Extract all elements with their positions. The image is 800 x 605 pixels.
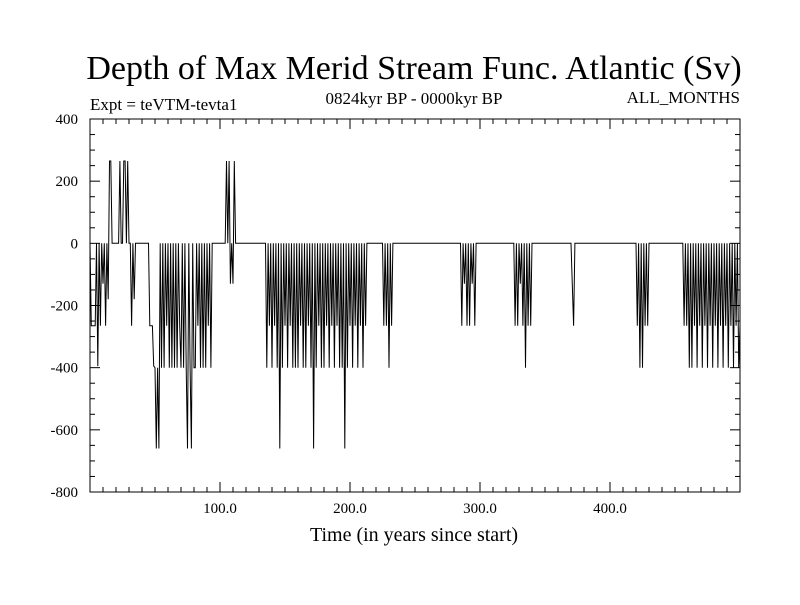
series-line-depth — [89, 160, 741, 449]
y-tick-label: -600 — [51, 423, 79, 439]
y-tick-label: -400 — [51, 361, 79, 377]
months-label: ALL_MONTHS — [627, 88, 740, 107]
x-tick-label: 200.0 — [333, 501, 367, 517]
x-tick-label: 100.0 — [203, 501, 237, 517]
chart-subtitle: 0824kyr BP - 0000kyr BP — [326, 89, 503, 108]
x-axis-ticks: 100.0 200.0 300.0 400.0 — [102, 119, 728, 517]
y-tick-label: 400 — [56, 112, 79, 128]
x-tick-label: 300.0 — [463, 501, 497, 517]
x-axis-label: Time (in years since start) — [310, 524, 518, 546]
y-tick-label: 0 — [71, 236, 79, 252]
y-tick-label: 200 — [56, 174, 79, 190]
experiment-label: Expt = teVTM-tevta1 — [90, 95, 237, 114]
y-tick-label: -800 — [51, 485, 79, 501]
data-series — [89, 160, 741, 449]
chart-title: Depth of Max Merid Stream Func. Atlantic… — [86, 50, 741, 87]
y-axis-ticks: 400 200 0 -200 -400 -600 -800 — [51, 112, 740, 501]
x-tick-label: 400.0 — [593, 501, 627, 517]
y-tick-label: -200 — [51, 299, 79, 315]
